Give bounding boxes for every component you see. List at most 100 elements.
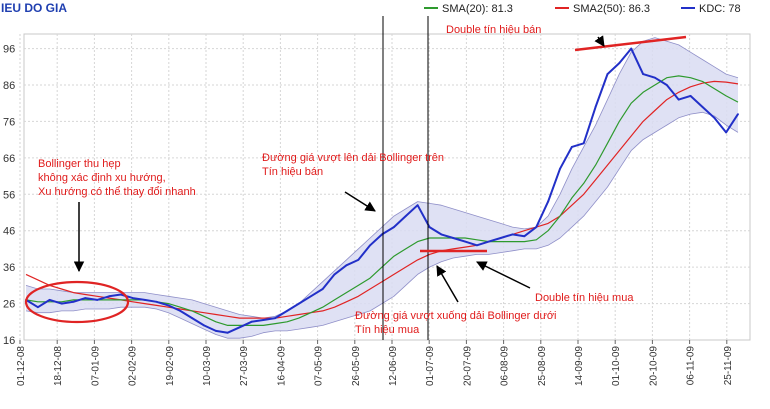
x-tick-label: 06-11-09 bbox=[686, 346, 697, 386]
squeeze-circle bbox=[24, 280, 130, 324]
x-tick-label: 20-10-09 bbox=[648, 346, 659, 386]
kdc-point bbox=[321, 288, 324, 290]
kdc-point bbox=[559, 167, 561, 170]
arrow-double-sell bbox=[594, 35, 605, 47]
y-tick-label: 26 bbox=[3, 299, 15, 311]
kdc-point bbox=[487, 240, 490, 243]
kdc-point bbox=[689, 95, 692, 97]
kdc-point bbox=[464, 240, 466, 243]
annotation-squeeze-line: không xác định xu hướng, bbox=[38, 172, 166, 184]
kdc-point bbox=[725, 131, 728, 134]
x-tick-label: 10-03-09 bbox=[202, 346, 213, 386]
kdc-point bbox=[120, 293, 122, 296]
y-tick-label: 16 bbox=[3, 335, 15, 347]
legend-label: KDC: 78 bbox=[699, 3, 741, 15]
kdc-point bbox=[701, 105, 704, 108]
arrow-double-buy bbox=[476, 261, 531, 289]
x-tick-label: 01-12-08 bbox=[16, 346, 27, 386]
kdc-point bbox=[677, 98, 680, 101]
kdc-point bbox=[440, 233, 443, 236]
annotation-cross-upper-line: Đường giá vượt lên dải Bollinger trên bbox=[262, 152, 444, 164]
annotation-squeeze-line: Xu hướng có thể thay đổi nhanh bbox=[38, 186, 196, 198]
kdc-point bbox=[452, 237, 455, 239]
double-sell-trendline bbox=[574, 35, 687, 52]
y-tick-label: 56 bbox=[3, 189, 15, 201]
kdc-point bbox=[547, 200, 550, 203]
kdc-point bbox=[345, 264, 348, 267]
series-line-bollinger-upper bbox=[25, 37, 739, 319]
kdc-point bbox=[333, 273, 336, 276]
x-tick-label: 02-02-09 bbox=[128, 346, 139, 386]
kdc-point bbox=[570, 146, 573, 148]
bollinger-band-fill bbox=[26, 37, 738, 339]
bollinger-band bbox=[26, 37, 738, 339]
x-tick-label: 26-05-09 bbox=[351, 346, 362, 386]
kdc-point bbox=[36, 306, 39, 309]
kdc-point bbox=[606, 73, 609, 75]
x-tick-label: 14-09-09 bbox=[574, 346, 585, 386]
kdc-point bbox=[167, 304, 170, 307]
kdc-point bbox=[416, 204, 419, 207]
kdc-point bbox=[60, 302, 63, 305]
kdc-point bbox=[262, 319, 265, 321]
chart-title: IEU DO GIA bbox=[1, 1, 67, 15]
annotation-double-sell: Double tín hiệu bán bbox=[446, 24, 541, 36]
x-tick-label: 20-07-09 bbox=[462, 346, 473, 386]
x-tick-label: 27-03-09 bbox=[239, 346, 250, 386]
x-tick-label: 06-08-09 bbox=[500, 346, 511, 386]
kdc-point bbox=[226, 331, 229, 334]
kdc-point bbox=[476, 244, 478, 247]
kdc-point bbox=[191, 317, 194, 320]
kdc-point bbox=[381, 233, 383, 236]
kdc-point bbox=[428, 226, 431, 228]
x-tick-label: 19-02-09 bbox=[165, 346, 176, 386]
kdc-point bbox=[642, 73, 644, 75]
kdc-point bbox=[404, 215, 407, 218]
kdc-point bbox=[665, 84, 668, 86]
kdc-point bbox=[713, 116, 716, 119]
kdc-point bbox=[630, 47, 633, 50]
kdc-point bbox=[274, 317, 277, 320]
kdc-point bbox=[309, 295, 312, 298]
kdc-point bbox=[286, 309, 288, 312]
x-tick-label: 16-04-09 bbox=[276, 346, 287, 386]
x-tick-label: 12-06-09 bbox=[388, 346, 399, 386]
kdc-point bbox=[155, 300, 158, 303]
kdc-point bbox=[203, 324, 205, 327]
x-tick-label: 07-05-09 bbox=[314, 346, 325, 386]
kdc-point bbox=[179, 309, 182, 312]
kdc-point bbox=[84, 297, 87, 300]
y-tick-label: 96 bbox=[3, 44, 15, 56]
kdc-point bbox=[298, 302, 300, 305]
kdc-point bbox=[131, 297, 134, 300]
legend-label: SMA(20): 81.3 bbox=[442, 3, 513, 15]
y-tick-label: 66 bbox=[3, 153, 15, 165]
annotation-double-buy: Double tín hiệu mua bbox=[535, 292, 634, 304]
kdc-point bbox=[737, 113, 739, 116]
annotation-cross-upper-line: Tín hiệu bán bbox=[262, 166, 323, 178]
kdc-point bbox=[582, 142, 585, 145]
x-tick-label: 07-01-09 bbox=[90, 346, 101, 386]
y-tick-label: 46 bbox=[3, 226, 15, 238]
x-tick-label: 18-12-08 bbox=[53, 346, 64, 386]
kdc-point bbox=[369, 244, 372, 247]
kdc-point bbox=[108, 295, 110, 298]
kdc-point bbox=[535, 226, 538, 228]
kdc-point bbox=[96, 299, 99, 301]
annotations: Double tín hiệu bán Bollinger thu hẹp khôn… bbox=[24, 16, 687, 340]
kdc-point bbox=[618, 62, 621, 65]
arrow-cross-lower bbox=[436, 265, 459, 303]
y-tick-label: 86 bbox=[3, 80, 15, 92]
series-line-bollinger-lower bbox=[25, 111, 739, 339]
kdc-point bbox=[357, 258, 360, 261]
y-tick-label: 76 bbox=[3, 116, 15, 128]
kdc-point bbox=[143, 299, 146, 301]
x-tick-label: 25-11-09 bbox=[723, 346, 734, 386]
annotation-cross-lower-line: Tín hiệu mua bbox=[355, 324, 420, 336]
x-tick-label: 01-10-09 bbox=[611, 346, 622, 386]
kdc-point bbox=[238, 326, 241, 329]
kdc-point bbox=[523, 235, 526, 238]
